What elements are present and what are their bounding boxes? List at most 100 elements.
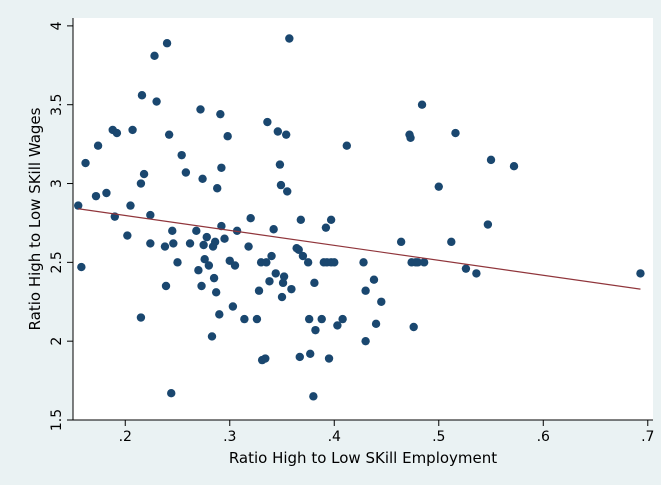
x-tick-label: .2 [119,429,132,445]
x-tick-label: .3 [223,429,236,445]
data-point [146,239,155,248]
data-point [361,336,370,346]
x-tick-label: .5 [432,429,445,445]
data-point [198,174,207,183]
data-point [371,319,381,329]
y-tick-label: 3 [49,179,65,188]
data-point [213,184,222,193]
data-point [162,39,172,48]
data-point [296,215,306,224]
data-point [150,51,159,61]
data-point [223,132,232,141]
x-tick-label: .6 [537,429,550,445]
data-point [447,237,456,247]
fit-line-layer [78,208,641,290]
data-point [369,275,379,284]
data-point [112,128,122,138]
data-point [91,191,101,201]
data-point [275,160,285,169]
data-point [181,168,191,177]
data-point [164,130,174,139]
fit-line [78,208,641,290]
data-point [330,258,339,267]
data-point [185,239,195,248]
data-point [216,109,225,119]
y-axis-label: Ratio High to Low SKill Wages [26,107,44,330]
data-point [417,100,427,109]
data-point [294,245,303,254]
data-point [217,163,226,172]
data-point [295,352,304,362]
y-tick-label: 2 [49,337,65,346]
data-point [321,223,331,232]
data-point [123,231,132,240]
data-point [277,292,287,302]
data-point [173,258,182,267]
data-point [194,266,203,275]
data-point [246,214,255,223]
data-point [278,278,288,288]
data-point [281,130,291,139]
data-point [311,325,320,335]
y-tick-label: 1.5 [49,409,65,431]
data-point [377,297,386,306]
x-tick-label: .4 [328,429,341,445]
y-tick-label: 3.5 [49,94,65,116]
plot-area [73,18,653,420]
data-point [74,201,83,210]
x-axis-ticks: .2 .3 .4 .5 .6 .7 [119,420,654,445]
data-point [283,187,292,196]
data-point [136,313,146,322]
x-tick-label: .7 [641,429,654,445]
data-point [263,117,272,127]
data-point [309,392,318,401]
data-point [472,269,481,278]
data-point [265,277,274,286]
data-point [279,272,289,281]
data-point [317,314,326,324]
data-point [209,273,219,283]
data-point [196,105,205,114]
data-point [167,389,176,398]
data-point [359,258,368,267]
data-point [434,182,443,191]
data-point [207,332,217,341]
data-point [177,150,186,160]
data-point [202,232,211,242]
data-point [483,220,493,229]
data-point [304,314,314,324]
data-point [211,288,221,297]
data-point [102,188,111,198]
data-point [636,269,645,278]
y-tick-label: 2.5 [49,251,65,273]
data-point [137,91,147,100]
data-point [310,278,319,288]
data-point [139,169,149,179]
data-point [244,242,253,251]
data-point [285,34,294,43]
data-point [215,310,224,319]
data-points [74,34,645,401]
data-point [396,237,406,247]
data-point [276,180,286,190]
data-point [146,210,155,220]
data-point [232,226,242,236]
data-point [509,161,519,171]
data-point [197,281,206,291]
data-point [160,242,170,251]
data-point [298,251,308,261]
data-point [261,354,270,363]
data-point [269,225,278,234]
data-point [240,314,249,324]
data-point [217,221,226,231]
data-point [77,262,86,272]
data-point [273,127,283,136]
data-point [451,128,460,138]
data-point [419,258,429,267]
data-point [267,251,276,261]
data-point [342,141,352,150]
data-point [93,141,103,150]
data-point [152,97,161,106]
data-point [230,261,240,270]
